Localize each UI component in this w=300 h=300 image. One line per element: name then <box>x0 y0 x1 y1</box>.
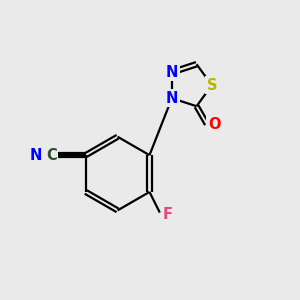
Text: S: S <box>207 78 217 93</box>
Text: C: C <box>46 148 57 163</box>
Text: N: N <box>166 91 178 106</box>
Text: F: F <box>163 206 173 221</box>
Text: O: O <box>208 117 220 132</box>
Text: N: N <box>166 65 178 80</box>
Text: N: N <box>30 148 42 163</box>
